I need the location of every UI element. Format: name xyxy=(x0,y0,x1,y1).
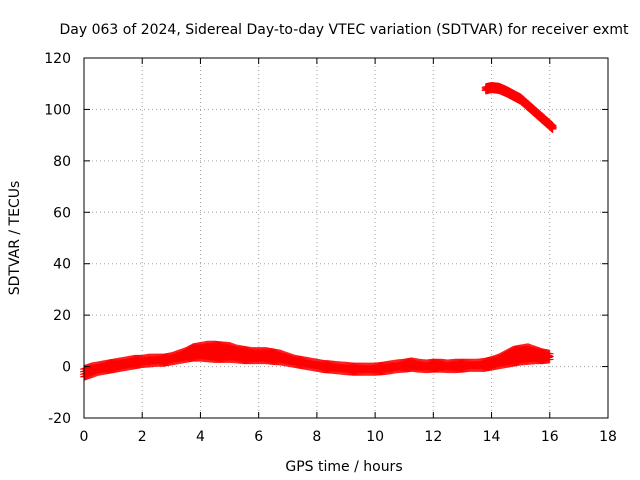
x-axis-label: GPS time / hours xyxy=(285,459,402,475)
y-tick-label: 0 xyxy=(62,360,71,376)
x-tick-label: 14 xyxy=(483,429,501,445)
x-tick-label: 12 xyxy=(424,429,442,445)
x-tick-label: 0 xyxy=(80,429,89,445)
x-tick-label: 2 xyxy=(138,429,147,445)
y-tick-label: 120 xyxy=(44,51,71,67)
data-point xyxy=(548,124,557,133)
y-tick-label: -20 xyxy=(48,411,71,427)
x-tick-label: 8 xyxy=(312,429,321,445)
y-axis-label: SDTVAR / TECUs xyxy=(7,181,23,296)
chart-title: Day 063 of 2024, Sidereal Day-to-day VTE… xyxy=(60,22,630,38)
plot-frame xyxy=(83,57,609,419)
x-tick-label: 18 xyxy=(599,429,617,445)
grid-lines xyxy=(84,58,608,418)
y-tick-label: 20 xyxy=(53,308,71,324)
y-tick-label: 60 xyxy=(53,205,71,221)
x-tick-label: 16 xyxy=(541,429,559,445)
tick-labels: 0 2 4 6 8 10 12 14 16 18 -20 0 20 40 60 80 100 120 xyxy=(44,51,617,445)
x-tick-label: 10 xyxy=(366,429,384,445)
y-tick-label: 40 xyxy=(53,257,71,273)
data-points xyxy=(80,82,557,381)
y-tick-label: 100 xyxy=(44,102,71,118)
y-tick-label: 80 xyxy=(53,154,71,170)
series-low-band xyxy=(80,340,554,381)
x-tick-label: 4 xyxy=(196,429,205,445)
x-tick-label: 6 xyxy=(254,429,263,445)
data-point xyxy=(545,349,554,358)
series-high-band xyxy=(481,82,557,133)
axis-ticks xyxy=(83,57,609,419)
